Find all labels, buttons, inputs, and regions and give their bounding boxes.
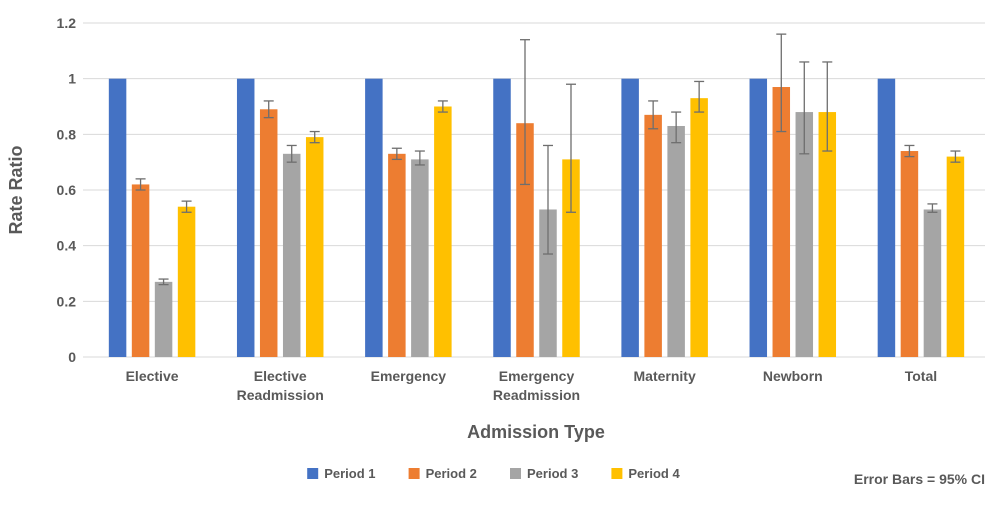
error-bar-period-4-maternity bbox=[694, 80, 705, 113]
x-category-label-emergency: Emergency bbox=[371, 368, 447, 384]
bar-period-4-maternity bbox=[690, 98, 708, 358]
y-tick-label-0.4: 0.4 bbox=[57, 238, 77, 254]
error-bar-period-4-emergency bbox=[437, 100, 448, 113]
bar-period-2-emergency bbox=[388, 153, 406, 357]
bar-period-1-emergency-readmission bbox=[493, 78, 511, 358]
bar-period-4-newborn bbox=[818, 112, 837, 357]
bar-period-3-elective-readmission bbox=[282, 153, 301, 357]
error-bar-period-3-emergency-readmission bbox=[543, 144, 553, 255]
bar-period-4-elective-readmission bbox=[305, 137, 324, 357]
error-bars-note: Error Bars = 95% CI bbox=[854, 471, 985, 487]
error-bar-period-2-elective-readmission bbox=[263, 100, 274, 119]
bar-period-3-emergency bbox=[411, 159, 429, 357]
legend-label-period-4: Period 4 bbox=[628, 466, 680, 481]
bar-period-3-newborn bbox=[795, 112, 814, 357]
y-tick-label-0: 0 bbox=[68, 349, 76, 365]
bar-period-1-total bbox=[877, 78, 896, 358]
y-tick-label-0.2: 0.2 bbox=[57, 293, 77, 309]
bar-period-3-elective bbox=[154, 281, 173, 357]
bar-period-2-elective bbox=[131, 184, 150, 357]
y-axis-title: Rate Ratio bbox=[6, 145, 26, 234]
bar-period-3-maternity bbox=[667, 125, 685, 357]
bar-period-1-maternity bbox=[621, 78, 639, 358]
bar-period-3-emergency-readmission bbox=[539, 209, 557, 357]
x-category-label-total: Total bbox=[905, 368, 937, 384]
legend-swatch-period-2 bbox=[408, 468, 420, 479]
bar-period-4-emergency bbox=[434, 106, 452, 357]
bar-period-2-maternity bbox=[644, 114, 662, 357]
legend-item-period-1: Period 1 bbox=[307, 466, 375, 481]
error-bar-period-3-newborn bbox=[799, 61, 810, 155]
x-category-label-elective: Elective bbox=[126, 368, 179, 384]
bar-series bbox=[108, 78, 965, 358]
bar-period-1-newborn bbox=[749, 78, 768, 358]
legend-item-period-2: Period 2 bbox=[408, 466, 477, 481]
bar-period-4-total bbox=[946, 156, 965, 357]
legend-label-period-2: Period 2 bbox=[426, 466, 477, 481]
y-tick-label-0.6: 0.6 bbox=[57, 182, 77, 198]
bar-period-2-emergency-readmission bbox=[516, 123, 534, 357]
gridlines bbox=[83, 22, 985, 358]
error-bar-period-4-newborn bbox=[822, 61, 833, 152]
error-bar-period-2-emergency-readmission bbox=[520, 39, 530, 186]
y-tick-label-1.2: 1.2 bbox=[57, 15, 77, 31]
y-axis-tick-labels: 0 0.2 0.4 0.6 0.8 1 1.2 bbox=[57, 15, 77, 365]
error-bar-period-4-elective-readmission bbox=[309, 130, 320, 144]
legend-item-period-4: Period 4 bbox=[611, 466, 680, 481]
error-bar-period-2-total bbox=[904, 144, 915, 158]
legend-swatch-period-1 bbox=[307, 468, 319, 479]
x-axis-category-labels: Elective Elective Readmission Emergency Emer… bbox=[126, 368, 938, 403]
x-category-label-maternity: Maternity bbox=[634, 368, 696, 384]
error-bar-period-3-elective bbox=[158, 278, 169, 286]
error-bar-period-2-elective bbox=[135, 178, 146, 191]
bar-period-1-elective bbox=[108, 78, 127, 358]
error-bar-period-3-maternity bbox=[671, 111, 682, 144]
bar-period-2-newborn bbox=[772, 87, 791, 358]
bar-period-3-total bbox=[923, 209, 942, 357]
x-axis-title: Admission Type bbox=[467, 422, 605, 442]
legend-item-period-3: Period 3 bbox=[510, 466, 578, 481]
error-bar-period-4-elective bbox=[181, 200, 192, 213]
error-bar-period-2-emergency bbox=[391, 147, 402, 161]
y-tick-label-1: 1 bbox=[68, 71, 76, 87]
y-tick-label-0.8: 0.8 bbox=[57, 126, 77, 142]
x-category-label-emergency-readmission-line1: Emergency bbox=[499, 368, 575, 384]
error-bar-period-4-total bbox=[950, 150, 961, 163]
error-bar-period-2-maternity bbox=[648, 100, 659, 130]
bar-period-1-emergency bbox=[365, 78, 383, 358]
error-bars bbox=[135, 33, 961, 286]
legend: Period 1 Period 2 Period 3 Period 4 bbox=[307, 466, 680, 481]
legend-label-period-1: Period 1 bbox=[324, 466, 375, 481]
error-bar-period-4-emergency-readmission bbox=[566, 83, 576, 213]
bar-period-4-elective bbox=[177, 206, 196, 357]
bar-period-4-emergency-readmission bbox=[562, 159, 580, 357]
legend-label-period-3: Period 3 bbox=[527, 466, 578, 481]
x-category-label-emergency-readmission-line2: Readmission bbox=[493, 387, 580, 403]
error-bar-period-3-total bbox=[927, 203, 938, 213]
bar-period-2-elective-readmission bbox=[259, 109, 278, 358]
error-bar-period-3-elective-readmission bbox=[286, 144, 297, 163]
x-category-label-elective-readmission-line2: Readmission bbox=[237, 387, 324, 403]
error-bar-period-3-emergency bbox=[414, 150, 425, 166]
bar-period-1-elective-readmission bbox=[236, 78, 255, 358]
x-category-label-elective-readmission-line1: Elective bbox=[254, 368, 307, 384]
x-category-label-newborn: Newborn bbox=[763, 368, 823, 384]
legend-swatch-period-4 bbox=[611, 468, 623, 479]
legend-swatch-period-3 bbox=[510, 468, 521, 479]
bar-period-2-total bbox=[900, 151, 919, 357]
error-bar-period-2-newborn bbox=[776, 33, 787, 133]
